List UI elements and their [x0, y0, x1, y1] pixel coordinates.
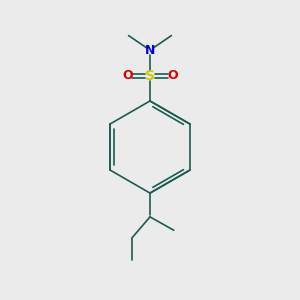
Text: O: O [167, 69, 178, 82]
Text: O: O [122, 69, 133, 82]
Text: S: S [145, 69, 155, 83]
Text: N: N [145, 44, 155, 57]
